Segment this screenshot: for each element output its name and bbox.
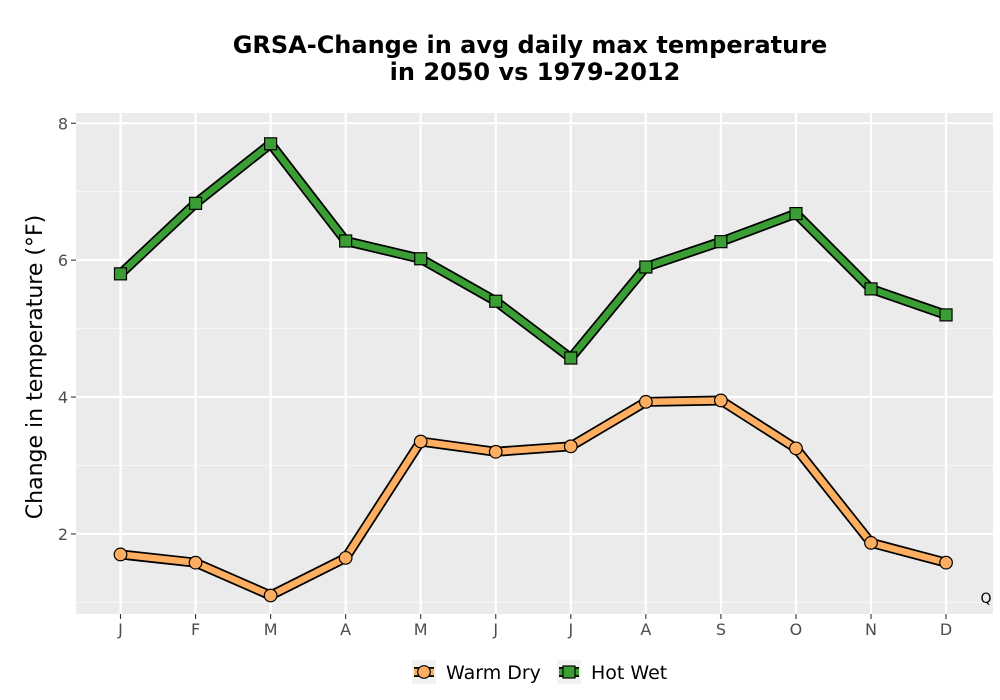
data-point <box>338 550 353 565</box>
chart-title-line-2: in 2050 vs 1979-2012 <box>390 58 681 86</box>
data-point <box>864 282 878 296</box>
data-point <box>339 234 353 248</box>
data-point <box>564 351 578 365</box>
series-line <box>117 140 950 362</box>
legend-key-marker <box>417 665 431 679</box>
data-point <box>939 308 953 322</box>
series-warm-dry <box>113 393 953 603</box>
plot-panel <box>76 113 993 614</box>
data-point <box>263 588 278 603</box>
corner-label: Q <box>980 591 991 607</box>
legend-key-marker <box>562 665 576 679</box>
data-point <box>188 196 203 210</box>
x-tick-label: F <box>191 620 200 639</box>
legend-label: Hot Wet <box>591 662 667 684</box>
data-point <box>413 434 428 449</box>
data-point <box>639 260 653 274</box>
data-point <box>488 444 503 459</box>
data-point <box>414 252 428 266</box>
data-point <box>188 555 203 570</box>
legend-item-hot-wet: Hot Wet <box>557 660 667 684</box>
x-tick-label: D <box>940 620 952 639</box>
data-point <box>113 267 128 281</box>
y-tick-label: 4 <box>58 388 68 407</box>
y-tick-label: 8 <box>58 114 68 133</box>
legend-label: Warm Dry <box>446 662 541 684</box>
x-tick-label: J <box>117 620 123 639</box>
data-point <box>264 137 278 151</box>
x-tick-label: M <box>414 620 428 639</box>
data-point <box>714 235 728 249</box>
data-point <box>789 207 803 221</box>
data-point <box>864 535 878 550</box>
series-hot-wet <box>113 137 953 365</box>
data-point <box>714 393 728 408</box>
data-point <box>939 555 953 570</box>
x-tick-label: A <box>340 620 351 639</box>
y-tick-label: 2 <box>58 525 68 544</box>
x-tick-label: J <box>492 620 498 639</box>
y-axis-label: Change in temperature (°F) <box>23 215 48 519</box>
y-tick-label: 6 <box>58 251 68 270</box>
x-tick-label: J <box>567 620 573 639</box>
legend: Warm Dry Hot Wet <box>412 660 667 684</box>
series-line <box>117 397 950 599</box>
data-point <box>489 294 503 308</box>
x-tick-label: O <box>790 620 803 639</box>
x-tick-label: M <box>264 620 278 639</box>
data-point <box>113 547 128 562</box>
series-layer <box>113 137 953 603</box>
x-tick-label: N <box>865 620 877 639</box>
legend-item-warm-dry: Warm Dry <box>412 660 541 684</box>
data-point <box>638 394 653 409</box>
x-tick-label: A <box>640 620 651 639</box>
x-tick-label: S <box>716 620 726 639</box>
data-point <box>563 439 578 454</box>
data-point <box>789 441 803 456</box>
y-axis: 2 4 6 8 <box>58 114 76 544</box>
chart-title-line-1: GRSA-Change in avg daily max temperature <box>233 31 828 59</box>
